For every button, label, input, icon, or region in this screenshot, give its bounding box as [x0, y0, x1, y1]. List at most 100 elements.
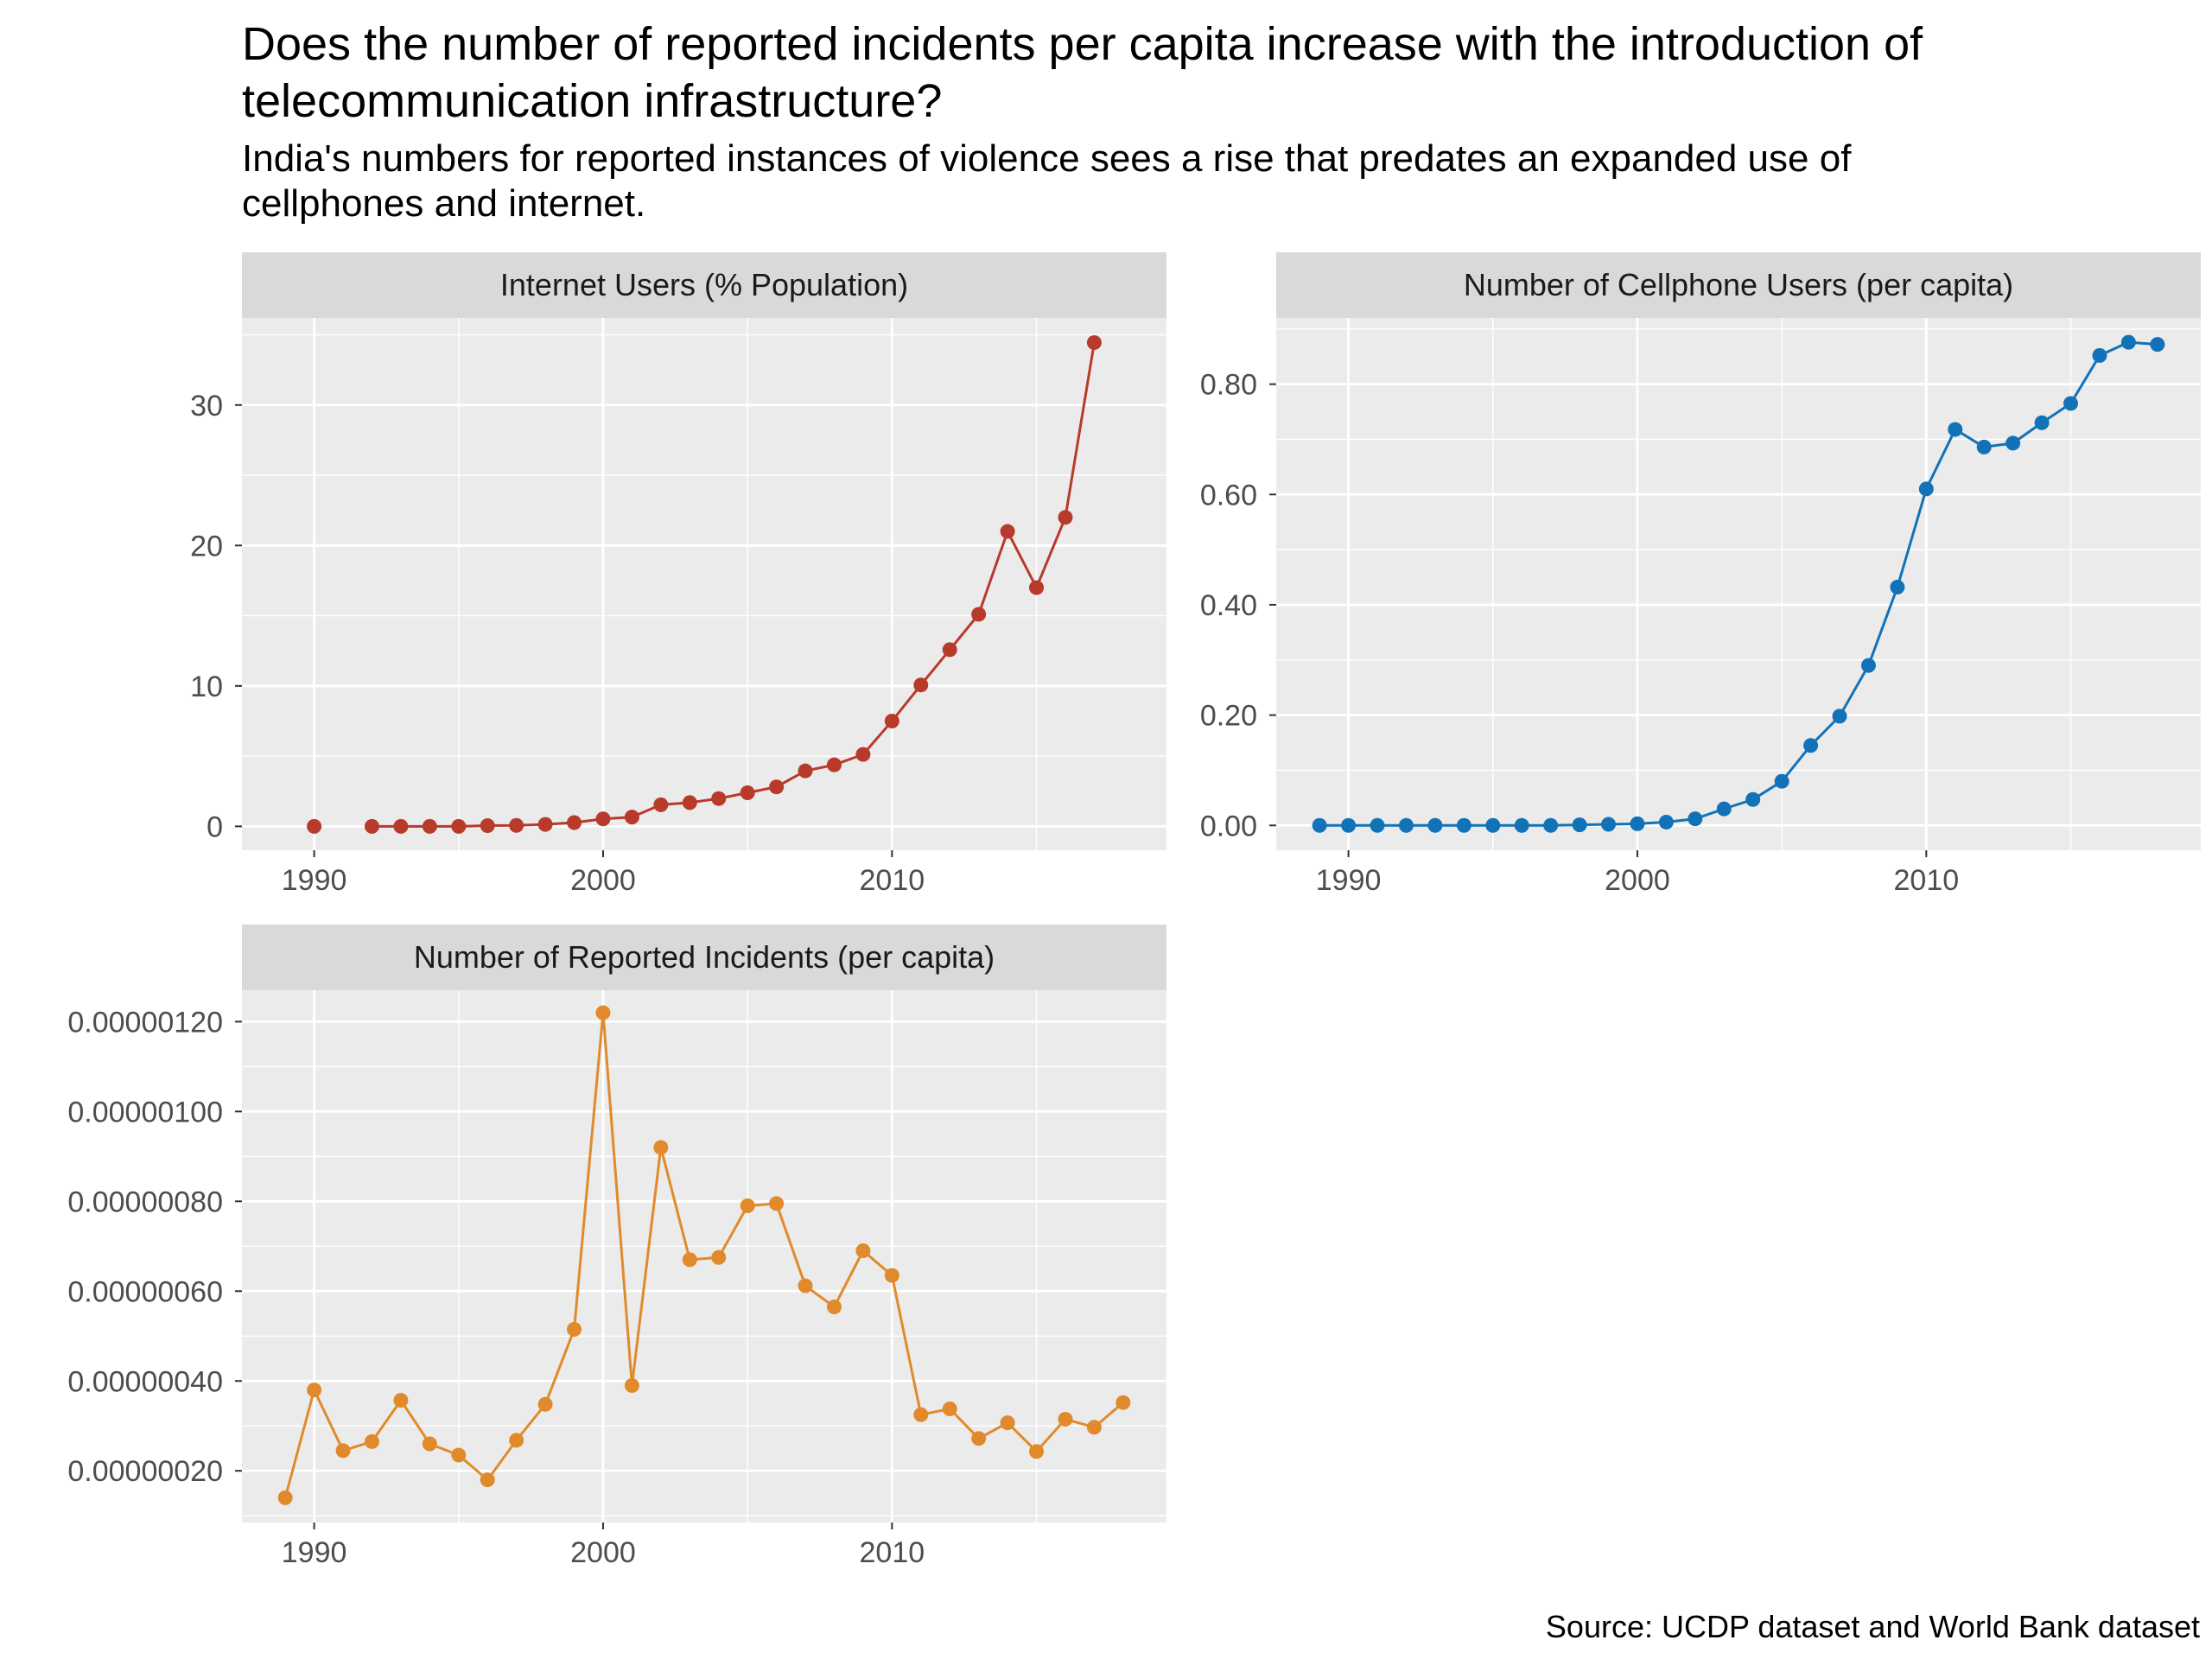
facet-title: Number of Cellphone Users (per capita)	[1464, 267, 2013, 302]
facet-title: Number of Reported Incidents (per capita…	[414, 939, 995, 975]
data-point	[451, 1447, 467, 1463]
data-point	[1456, 817, 1471, 833]
y-tick-label: 30	[190, 390, 223, 423]
data-point	[422, 1436, 437, 1452]
y-tick-label: 0.40	[1200, 589, 1257, 622]
data-point	[1716, 801, 1732, 817]
chart-title: Does the number of reported incidents pe…	[242, 18, 1923, 127]
data-point	[2063, 396, 2079, 411]
data-point	[1745, 791, 1761, 807]
data-point	[1341, 817, 1357, 833]
data-point	[1427, 817, 1443, 833]
data-point	[537, 817, 553, 832]
y-tick-label: 0.00	[1200, 810, 1257, 842]
data-point	[277, 1490, 293, 1505]
data-point	[1948, 422, 1963, 437]
data-point	[2005, 435, 2021, 451]
panel-1: Internet Users (% Population) 1990 2000 201…	[190, 252, 1166, 897]
data-point	[1832, 709, 1847, 724]
data-point	[1658, 814, 1674, 830]
data-point	[364, 1433, 379, 1449]
data-point	[567, 1321, 582, 1337]
data-point	[1370, 817, 1385, 833]
y-tick-label: 10	[190, 671, 223, 703]
data-point	[971, 607, 987, 622]
y-tick-label: 0.60	[1200, 479, 1257, 512]
y-tick-label: 0.00000020	[67, 1455, 223, 1488]
facet-title: Internet Users (% Population)	[500, 267, 908, 302]
data-point	[711, 791, 727, 806]
data-point	[451, 818, 467, 834]
data-point	[1601, 817, 1617, 832]
data-point	[1688, 811, 1703, 827]
panel-background	[242, 318, 1166, 850]
data-point	[567, 815, 582, 830]
x-tick-label: 1990	[282, 864, 347, 897]
panel-background	[1276, 318, 2201, 850]
data-point	[1976, 439, 1992, 454]
panel-background	[242, 990, 1166, 1522]
data-point	[1572, 817, 1587, 833]
data-point	[307, 818, 322, 834]
data-point	[1029, 580, 1045, 595]
x-tick-label: 2010	[860, 1536, 925, 1569]
source-caption: Source: UCDP dataset and World Bank data…	[1545, 1609, 2200, 1644]
data-point	[913, 677, 929, 693]
data-point	[1000, 524, 1015, 539]
data-point	[307, 1382, 322, 1398]
data-point	[335, 1443, 351, 1459]
data-point	[364, 818, 379, 834]
data-point	[653, 1140, 669, 1155]
data-point	[1116, 1395, 1131, 1410]
data-point	[2034, 415, 2050, 430]
data-point	[422, 818, 437, 834]
panel-3: Number of Reported Incidents (per capita…	[67, 925, 1166, 1569]
y-tick-label: 0.00000040	[67, 1365, 223, 1398]
data-point	[1058, 510, 1073, 525]
facet-strip	[1276, 252, 2201, 318]
x-tick-label: 1990	[282, 1536, 347, 1569]
data-point	[2120, 334, 2136, 350]
x-tick-label: 2010	[1894, 864, 1960, 897]
data-point	[913, 1407, 929, 1422]
data-point	[595, 811, 611, 827]
data-point	[1774, 773, 1789, 789]
data-point	[682, 1252, 697, 1268]
data-point	[884, 1268, 899, 1283]
data-point	[393, 818, 409, 834]
data-point	[1543, 817, 1559, 833]
data-point	[1890, 580, 1905, 595]
data-point	[2092, 347, 2107, 363]
data-point	[1514, 817, 1529, 833]
y-tick-label: 0.00000060	[67, 1275, 223, 1308]
y-tick-label: 0.00000080	[67, 1185, 223, 1218]
data-point	[509, 1433, 524, 1448]
data-point	[798, 763, 813, 779]
data-point	[1398, 817, 1414, 833]
data-point	[1058, 1411, 1073, 1427]
y-tick-label: 0	[207, 810, 223, 843]
y-tick-label: 0.20	[1200, 700, 1257, 733]
data-point	[740, 785, 755, 801]
x-tick-label: 2010	[860, 864, 925, 897]
data-point	[798, 1278, 813, 1294]
data-point	[1086, 334, 1102, 350]
data-point	[769, 1196, 785, 1211]
data-point	[1086, 1420, 1102, 1435]
x-tick-label: 1990	[1316, 864, 1382, 897]
x-tick-label: 2000	[570, 864, 636, 897]
y-tick-label: 0.00000100	[67, 1096, 223, 1128]
data-point	[1485, 817, 1501, 833]
data-point	[1630, 816, 1645, 831]
data-point	[855, 747, 871, 762]
data-point	[1029, 1444, 1045, 1459]
data-point	[1860, 658, 1876, 673]
x-tick-label: 2000	[570, 1536, 636, 1569]
chart-subtitle: India's numbers for reported instances o…	[242, 137, 1852, 225]
facet-strip	[242, 925, 1166, 990]
x-tick-label: 2000	[1605, 864, 1670, 897]
data-point	[942, 642, 957, 658]
data-point	[1312, 817, 1327, 833]
data-point	[826, 1299, 842, 1314]
